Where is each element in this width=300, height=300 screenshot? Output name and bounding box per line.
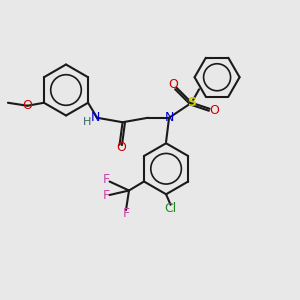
Text: H: H bbox=[83, 117, 92, 127]
Text: O: O bbox=[209, 104, 219, 117]
Text: O: O bbox=[22, 99, 32, 112]
Text: Cl: Cl bbox=[164, 202, 177, 215]
Text: O: O bbox=[116, 141, 126, 154]
Text: F: F bbox=[103, 172, 110, 186]
Text: F: F bbox=[103, 188, 110, 202]
Text: S: S bbox=[187, 96, 196, 109]
Text: F: F bbox=[122, 207, 130, 220]
Text: N: N bbox=[91, 111, 100, 124]
Text: N: N bbox=[164, 111, 174, 124]
Text: O: O bbox=[169, 78, 178, 91]
